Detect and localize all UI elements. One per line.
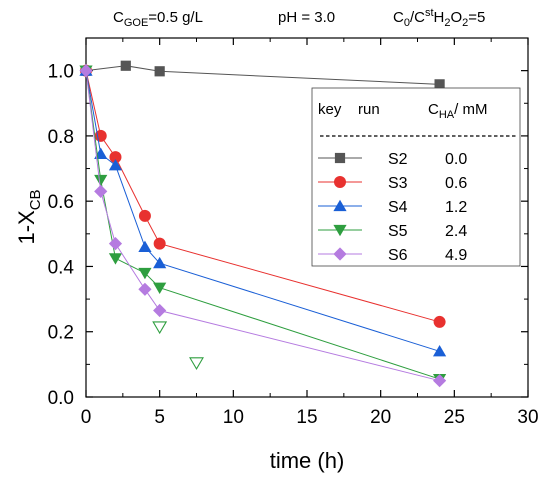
- data-point-s4: [138, 240, 152, 252]
- legend-header-run: run: [358, 101, 380, 118]
- extra-points: [152, 321, 204, 370]
- legend-row-s4: S4 1.2: [318, 199, 467, 216]
- legend-run-label: S6: [388, 247, 408, 264]
- data-point-s6: [138, 282, 152, 296]
- legend-row-s5: S5 2.4: [318, 223, 467, 240]
- legend-marker: [334, 152, 346, 164]
- legend-run-label: S4: [388, 199, 408, 216]
- data-point-s5: [138, 267, 152, 280]
- data-point-s6: [108, 237, 123, 251]
- data-point-s4: [108, 158, 123, 171]
- legend-run-label: S3: [388, 175, 408, 192]
- x-tick-label: 25: [444, 407, 465, 428]
- legend-conc-value: 1.2: [445, 199, 467, 216]
- x-axis-title: time (h): [270, 448, 345, 473]
- data-point-s3: [153, 237, 166, 250]
- legend: key run CHA/ mM S2 0.0 S3 0.6 S4 1.2 S5 2.4 S6 4.…: [311, 87, 521, 267]
- x-tick-label: 5: [154, 407, 165, 428]
- y-tick-labels: 0.0 0.2 0.4 0.6 0.8 1.0: [48, 62, 75, 409]
- data-point-s4: [153, 256, 167, 269]
- x-tick-labels: 0 5 10 15 20 25 30: [81, 407, 539, 428]
- series-s6: [79, 64, 447, 388]
- x-tick-label: 30: [517, 407, 538, 428]
- y-tick-label: 0.2: [48, 323, 74, 344]
- y-tick-label: 0.6: [48, 192, 74, 213]
- data-point-s2: [434, 79, 445, 90]
- series-line-s2: [85, 65, 440, 85]
- series-s2: [80, 60, 445, 90]
- data-series: [79, 60, 447, 388]
- x-tick-label: 10: [223, 407, 244, 428]
- series-line-s4: [85, 70, 440, 352]
- legend-header-key: key: [318, 101, 342, 118]
- legend-conc-value: 0.0: [445, 151, 467, 168]
- data-point-s6: [79, 64, 93, 78]
- y-tick-label: 0.8: [48, 127, 74, 148]
- data-point-s3: [433, 315, 446, 328]
- data-point-s3: [109, 151, 122, 164]
- data-point-s3: [138, 209, 151, 222]
- x-tick-label: 0: [81, 407, 92, 428]
- data-point-s5: [153, 282, 167, 294]
- legend-row-s6: S6 4.9: [318, 247, 467, 264]
- legend-run-label: S2: [388, 151, 408, 168]
- data-point-s5: [108, 253, 123, 265]
- open-marker-point: [152, 321, 168, 335]
- data-point-s6: [433, 374, 447, 388]
- legend-conc-value: 2.4: [445, 223, 467, 240]
- series-line-s3: [85, 70, 440, 323]
- x-tick-label: 15: [296, 407, 317, 428]
- data-point-s4: [433, 345, 447, 357]
- data-point-s6: [94, 184, 108, 198]
- legend-marker: [333, 199, 347, 212]
- legend-conc-value: 0.6: [445, 175, 467, 192]
- legend-header-conc: CHA/ mM: [428, 101, 487, 121]
- x-tick-label: 20: [370, 407, 391, 428]
- legend-marker: [334, 176, 346, 188]
- data-point-s6: [153, 303, 167, 318]
- y-axis-title: 1-XCB: [14, 189, 44, 244]
- legend-marker: [333, 224, 347, 237]
- condition-ph: pH = 3.0: [278, 9, 335, 26]
- y-tick-label: 1.0: [48, 62, 74, 83]
- legend-row-s3: S3 0.6: [318, 175, 467, 192]
- legend-conc-value: 4.9: [445, 247, 467, 264]
- open-marker-point: [189, 357, 204, 370]
- y-tick-label: 0.0: [48, 388, 74, 409]
- series-line-s6: [85, 70, 440, 382]
- legend-marker: [333, 247, 347, 261]
- condition-goe: CGOE=0.5 g/L: [113, 9, 203, 29]
- legend-rows: S2 0.0 S3 0.6 S4 1.2 S5 2.4 S6 4.9: [318, 151, 467, 264]
- condition-ratio: C0/CstH2O2=5: [393, 7, 485, 29]
- data-point-s2: [154, 66, 165, 77]
- y-tick-label: 0.4: [48, 257, 75, 278]
- data-point-s2: [120, 60, 131, 71]
- legend-run-label: S5: [388, 223, 408, 240]
- data-point-s5: [94, 174, 108, 187]
- legend-box: [311, 87, 521, 267]
- legend-row-s2: S2 0.0: [318, 151, 467, 168]
